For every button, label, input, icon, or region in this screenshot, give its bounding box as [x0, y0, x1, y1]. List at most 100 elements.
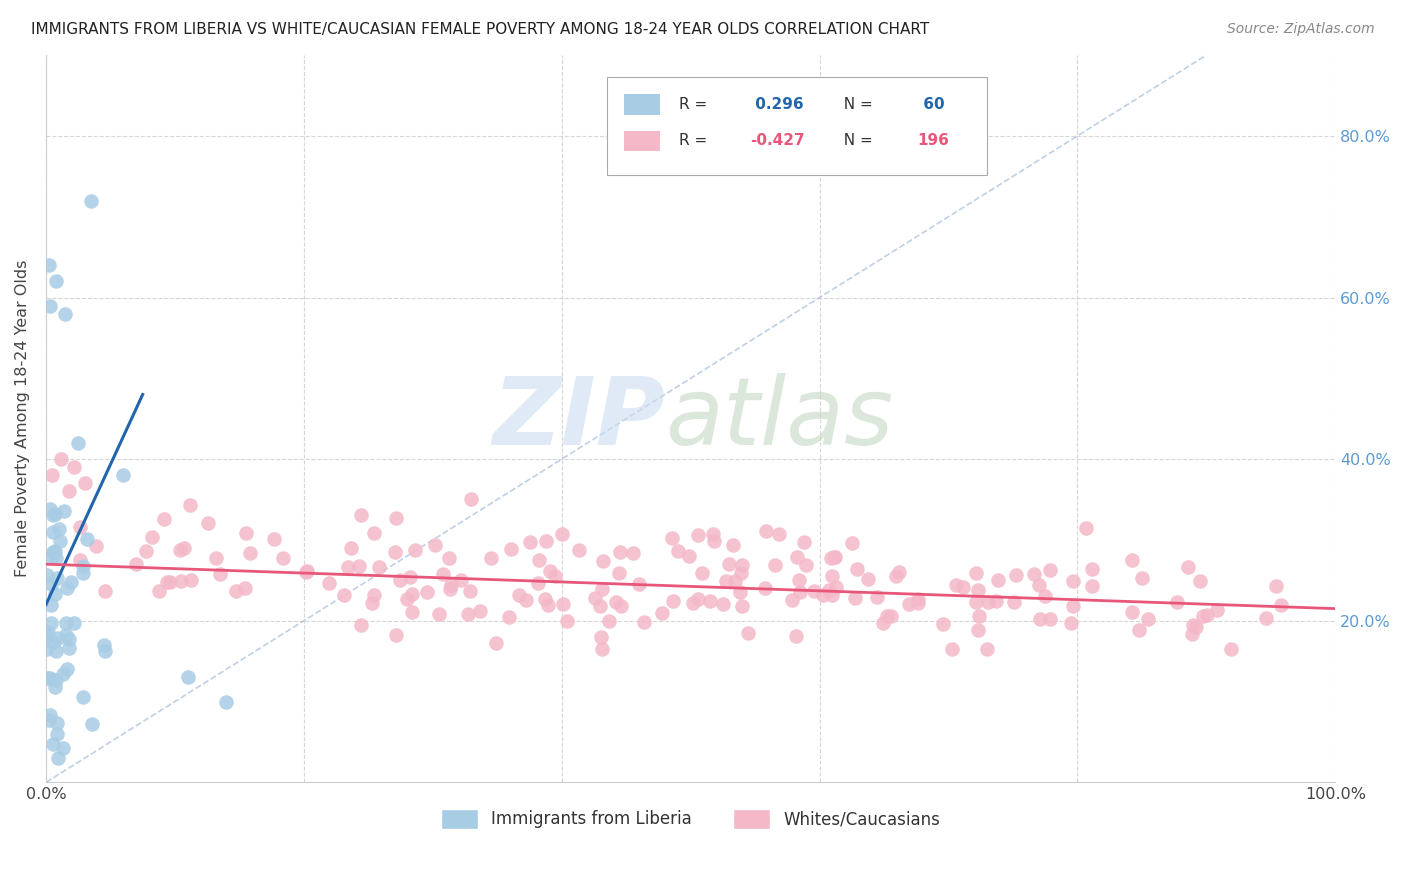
Point — [846, 562, 869, 576]
Point — [45, 727, 67, 741]
Point — [591, 641, 613, 656]
Point — [711, 597, 734, 611]
Point — [1181, 626, 1204, 640]
Point — [39, 576, 62, 591]
Point — [1188, 574, 1211, 588]
Point — [662, 593, 685, 607]
Point — [821, 569, 844, 583]
Point — [803, 584, 825, 599]
Point — [598, 615, 620, 629]
Point — [337, 559, 360, 574]
Point — [46, 750, 69, 764]
Point — [56, 662, 79, 676]
Point — [898, 597, 921, 611]
Point — [42, 524, 65, 539]
Point — [350, 617, 373, 632]
Point — [651, 606, 673, 620]
Text: N =: N = — [834, 97, 877, 112]
Point — [432, 566, 454, 581]
Point — [628, 577, 651, 591]
Point — [690, 566, 713, 580]
Point — [876, 609, 898, 624]
Point — [401, 587, 423, 601]
Point — [457, 607, 479, 622]
Point — [1060, 615, 1083, 630]
Point — [141, 530, 163, 544]
Point — [887, 566, 910, 580]
Point — [404, 542, 426, 557]
Point — [39, 598, 62, 612]
Point — [879, 609, 901, 624]
Point — [55, 628, 77, 642]
Point — [976, 642, 998, 657]
Point — [485, 635, 508, 649]
Point — [1182, 617, 1205, 632]
Point — [785, 629, 807, 643]
Point — [49, 533, 72, 548]
Point — [425, 538, 447, 552]
Text: 0.296: 0.296 — [749, 97, 804, 112]
Point — [38, 299, 60, 313]
Point — [1220, 641, 1243, 656]
Point — [333, 588, 356, 602]
Point — [58, 632, 80, 646]
Point — [38, 713, 60, 727]
Point — [1185, 620, 1208, 634]
Point — [737, 625, 759, 640]
Point — [1265, 578, 1288, 592]
Point — [844, 591, 866, 605]
Point — [93, 584, 115, 599]
Point — [439, 582, 461, 597]
Point — [44, 545, 66, 559]
Point — [72, 690, 94, 705]
Text: R =: R = — [679, 97, 713, 112]
Point — [55, 615, 77, 630]
Point — [499, 542, 522, 557]
Point — [551, 598, 574, 612]
Point — [796, 558, 818, 573]
Point — [38, 258, 60, 272]
Point — [52, 504, 75, 518]
Point — [721, 538, 744, 552]
Point — [37, 641, 59, 656]
Point — [415, 585, 437, 599]
Point — [866, 591, 889, 605]
Point — [666, 543, 689, 558]
Point — [932, 617, 955, 632]
Point — [515, 593, 537, 607]
Point — [384, 511, 406, 525]
Point — [536, 533, 558, 548]
Point — [1136, 612, 1159, 626]
Point — [458, 583, 481, 598]
Point — [460, 492, 482, 507]
Point — [225, 583, 247, 598]
Text: ZIP: ZIP — [492, 373, 665, 465]
Point — [173, 541, 195, 555]
Point — [38, 708, 60, 723]
Point — [58, 640, 80, 655]
Point — [399, 570, 422, 584]
Point — [583, 591, 606, 606]
Text: Source: ZipAtlas.com: Source: ZipAtlas.com — [1227, 22, 1375, 37]
Point — [821, 588, 844, 602]
Text: 60: 60 — [918, 97, 945, 112]
FancyBboxPatch shape — [607, 77, 987, 175]
Point — [1121, 605, 1143, 619]
Point — [1005, 568, 1028, 582]
Point — [1205, 603, 1227, 617]
Point — [170, 574, 193, 588]
Point — [271, 551, 294, 566]
Point — [318, 576, 340, 591]
Point — [1062, 599, 1084, 613]
Point — [1130, 571, 1153, 585]
Point — [952, 580, 974, 594]
Point — [633, 615, 655, 630]
Point — [479, 551, 502, 566]
Point — [537, 599, 560, 613]
Point — [824, 580, 846, 594]
Point — [754, 581, 776, 595]
Point — [235, 525, 257, 540]
Point — [699, 594, 721, 608]
Point — [45, 644, 67, 658]
Point — [907, 591, 929, 606]
